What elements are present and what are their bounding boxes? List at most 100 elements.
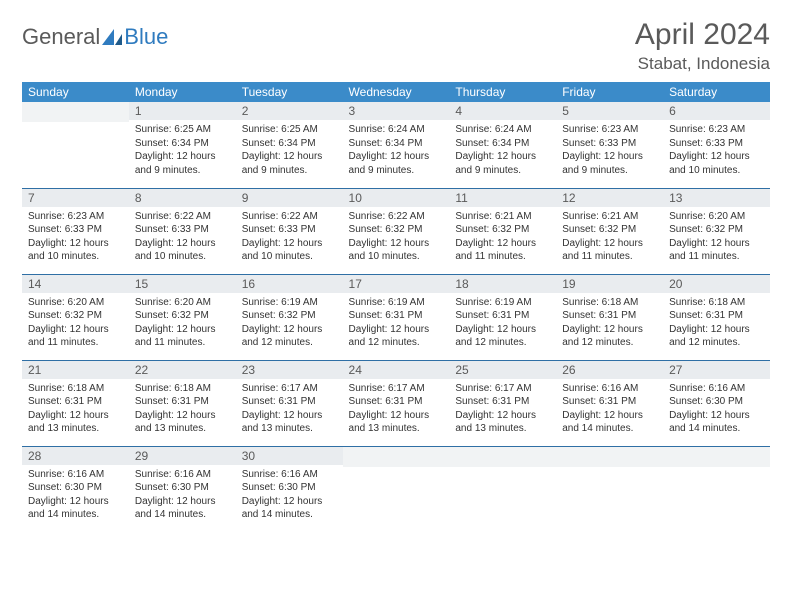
day-blank xyxy=(343,447,450,467)
weekday-header: Friday xyxy=(556,82,663,102)
location: Stabat, Indonesia xyxy=(635,54,770,74)
calendar-cell: 20Sunrise: 6:18 AMSunset: 6:31 PMDayligh… xyxy=(663,274,770,360)
day-blank xyxy=(449,447,556,467)
day-info: Sunrise: 6:16 AMSunset: 6:30 PMDaylight:… xyxy=(663,379,770,440)
day-number: 26 xyxy=(556,361,663,379)
calendar-cell: 18Sunrise: 6:19 AMSunset: 6:31 PMDayligh… xyxy=(449,274,556,360)
calendar-table: SundayMondayTuesdayWednesdayThursdayFrid… xyxy=(22,82,770,532)
day-blank xyxy=(663,447,770,467)
calendar-cell: 25Sunrise: 6:17 AMSunset: 6:31 PMDayligh… xyxy=(449,360,556,446)
day-number: 21 xyxy=(22,361,129,379)
day-info: Sunrise: 6:22 AMSunset: 6:33 PMDaylight:… xyxy=(129,207,236,268)
day-number: 5 xyxy=(556,102,663,120)
day-number: 10 xyxy=(343,189,450,207)
day-info: Sunrise: 6:16 AMSunset: 6:30 PMDaylight:… xyxy=(22,465,129,526)
day-info: Sunrise: 6:19 AMSunset: 6:31 PMDaylight:… xyxy=(449,293,556,354)
day-info: Sunrise: 6:17 AMSunset: 6:31 PMDaylight:… xyxy=(449,379,556,440)
weekday-header: Wednesday xyxy=(343,82,450,102)
day-info: Sunrise: 6:21 AMSunset: 6:32 PMDaylight:… xyxy=(449,207,556,268)
calendar-cell: 28Sunrise: 6:16 AMSunset: 6:30 PMDayligh… xyxy=(22,446,129,532)
logo-sail-icon xyxy=(102,29,122,45)
calendar-cell: 30Sunrise: 6:16 AMSunset: 6:30 PMDayligh… xyxy=(236,446,343,532)
calendar-cell xyxy=(449,446,556,532)
day-info: Sunrise: 6:17 AMSunset: 6:31 PMDaylight:… xyxy=(236,379,343,440)
day-number: 25 xyxy=(449,361,556,379)
calendar-cell: 14Sunrise: 6:20 AMSunset: 6:32 PMDayligh… xyxy=(22,274,129,360)
day-number: 14 xyxy=(22,275,129,293)
calendar-cell: 19Sunrise: 6:18 AMSunset: 6:31 PMDayligh… xyxy=(556,274,663,360)
calendar-cell: 4Sunrise: 6:24 AMSunset: 6:34 PMDaylight… xyxy=(449,102,556,188)
day-number: 20 xyxy=(663,275,770,293)
day-number: 19 xyxy=(556,275,663,293)
day-info: Sunrise: 6:19 AMSunset: 6:31 PMDaylight:… xyxy=(343,293,450,354)
calendar-cell xyxy=(556,446,663,532)
day-info: Sunrise: 6:18 AMSunset: 6:31 PMDaylight:… xyxy=(22,379,129,440)
day-number: 7 xyxy=(22,189,129,207)
day-blank xyxy=(556,447,663,467)
calendar-cell: 11Sunrise: 6:21 AMSunset: 6:32 PMDayligh… xyxy=(449,188,556,274)
day-number: 16 xyxy=(236,275,343,293)
calendar-cell: 21Sunrise: 6:18 AMSunset: 6:31 PMDayligh… xyxy=(22,360,129,446)
day-info: Sunrise: 6:18 AMSunset: 6:31 PMDaylight:… xyxy=(663,293,770,354)
day-number: 11 xyxy=(449,189,556,207)
day-info: Sunrise: 6:17 AMSunset: 6:31 PMDaylight:… xyxy=(343,379,450,440)
calendar-cell: 23Sunrise: 6:17 AMSunset: 6:31 PMDayligh… xyxy=(236,360,343,446)
logo-text-general: General xyxy=(22,24,100,50)
day-info: Sunrise: 6:20 AMSunset: 6:32 PMDaylight:… xyxy=(22,293,129,354)
calendar-cell: 13Sunrise: 6:20 AMSunset: 6:32 PMDayligh… xyxy=(663,188,770,274)
day-number: 13 xyxy=(663,189,770,207)
day-number: 22 xyxy=(129,361,236,379)
day-info: Sunrise: 6:22 AMSunset: 6:33 PMDaylight:… xyxy=(236,207,343,268)
day-info: Sunrise: 6:18 AMSunset: 6:31 PMDaylight:… xyxy=(129,379,236,440)
day-info: Sunrise: 6:16 AMSunset: 6:30 PMDaylight:… xyxy=(236,465,343,526)
calendar-head: SundayMondayTuesdayWednesdayThursdayFrid… xyxy=(22,82,770,102)
day-blank xyxy=(22,102,129,122)
day-info: Sunrise: 6:25 AMSunset: 6:34 PMDaylight:… xyxy=(236,120,343,181)
calendar-cell: 27Sunrise: 6:16 AMSunset: 6:30 PMDayligh… xyxy=(663,360,770,446)
day-info: Sunrise: 6:18 AMSunset: 6:31 PMDaylight:… xyxy=(556,293,663,354)
day-number: 12 xyxy=(556,189,663,207)
calendar-cell: 3Sunrise: 6:24 AMSunset: 6:34 PMDaylight… xyxy=(343,102,450,188)
day-info: Sunrise: 6:20 AMSunset: 6:32 PMDaylight:… xyxy=(663,207,770,268)
calendar-cell: 16Sunrise: 6:19 AMSunset: 6:32 PMDayligh… xyxy=(236,274,343,360)
calendar-cell: 17Sunrise: 6:19 AMSunset: 6:31 PMDayligh… xyxy=(343,274,450,360)
day-info: Sunrise: 6:22 AMSunset: 6:32 PMDaylight:… xyxy=(343,207,450,268)
weekday-header: Tuesday xyxy=(236,82,343,102)
weekday-header: Thursday xyxy=(449,82,556,102)
weekday-header: Sunday xyxy=(22,82,129,102)
day-number: 2 xyxy=(236,102,343,120)
calendar-cell: 7Sunrise: 6:23 AMSunset: 6:33 PMDaylight… xyxy=(22,188,129,274)
day-number: 28 xyxy=(22,447,129,465)
calendar-cell: 12Sunrise: 6:21 AMSunset: 6:32 PMDayligh… xyxy=(556,188,663,274)
logo: General Blue xyxy=(22,24,168,50)
day-number: 1 xyxy=(129,102,236,120)
calendar-cell: 26Sunrise: 6:16 AMSunset: 6:31 PMDayligh… xyxy=(556,360,663,446)
calendar-cell: 1Sunrise: 6:25 AMSunset: 6:34 PMDaylight… xyxy=(129,102,236,188)
day-info: Sunrise: 6:23 AMSunset: 6:33 PMDaylight:… xyxy=(22,207,129,268)
calendar-cell: 2Sunrise: 6:25 AMSunset: 6:34 PMDaylight… xyxy=(236,102,343,188)
day-number: 18 xyxy=(449,275,556,293)
calendar-cell: 22Sunrise: 6:18 AMSunset: 6:31 PMDayligh… xyxy=(129,360,236,446)
day-info: Sunrise: 6:25 AMSunset: 6:34 PMDaylight:… xyxy=(129,120,236,181)
calendar-cell: 8Sunrise: 6:22 AMSunset: 6:33 PMDaylight… xyxy=(129,188,236,274)
calendar-cell: 9Sunrise: 6:22 AMSunset: 6:33 PMDaylight… xyxy=(236,188,343,274)
calendar-body: 1Sunrise: 6:25 AMSunset: 6:34 PMDaylight… xyxy=(22,102,770,532)
logo-text-blue: Blue xyxy=(124,24,168,50)
day-number: 17 xyxy=(343,275,450,293)
day-number: 15 xyxy=(129,275,236,293)
calendar-cell: 10Sunrise: 6:22 AMSunset: 6:32 PMDayligh… xyxy=(343,188,450,274)
day-info: Sunrise: 6:20 AMSunset: 6:32 PMDaylight:… xyxy=(129,293,236,354)
day-info: Sunrise: 6:24 AMSunset: 6:34 PMDaylight:… xyxy=(449,120,556,181)
title-block: April 2024 Stabat, Indonesia xyxy=(635,18,770,74)
day-info: Sunrise: 6:23 AMSunset: 6:33 PMDaylight:… xyxy=(663,120,770,181)
day-info: Sunrise: 6:19 AMSunset: 6:32 PMDaylight:… xyxy=(236,293,343,354)
day-number: 30 xyxy=(236,447,343,465)
calendar-cell: 15Sunrise: 6:20 AMSunset: 6:32 PMDayligh… xyxy=(129,274,236,360)
calendar-cell xyxy=(22,102,129,188)
calendar-cell xyxy=(663,446,770,532)
day-number: 8 xyxy=(129,189,236,207)
calendar-cell: 29Sunrise: 6:16 AMSunset: 6:30 PMDayligh… xyxy=(129,446,236,532)
day-info: Sunrise: 6:16 AMSunset: 6:31 PMDaylight:… xyxy=(556,379,663,440)
calendar-cell xyxy=(343,446,450,532)
day-number: 9 xyxy=(236,189,343,207)
